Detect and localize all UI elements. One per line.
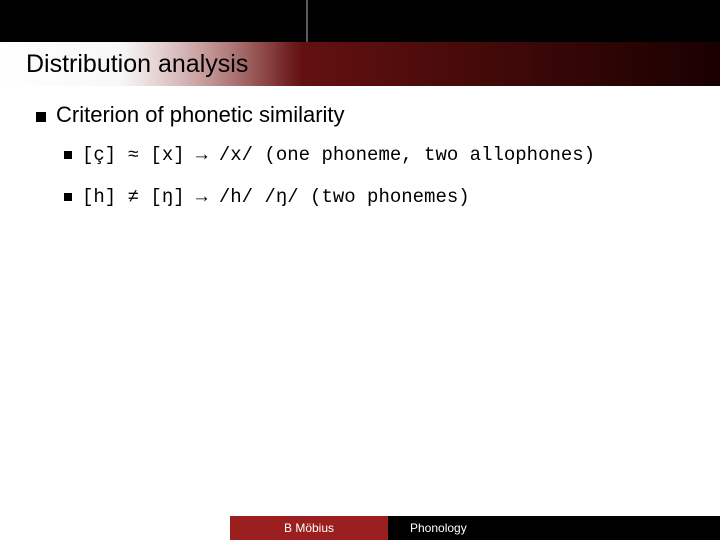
topbar-divider [306, 0, 308, 42]
bullet-level1: Criterion of phonetic similarity [36, 102, 684, 128]
example-allophones: [ç] ≈ [x] → /x/ (one phoneme, two alloph… [82, 142, 595, 166]
slide-title: Distribution analysis [26, 50, 248, 79]
criterion-heading: Criterion of phonetic similarity [56, 102, 345, 128]
phonetic-text: [ç] ≈ [x] → /x/ (one phoneme, two alloph… [82, 144, 595, 166]
slide-content: Criterion of phonetic similarity [ç] ≈ [… [0, 86, 720, 208]
square-bullet-icon [64, 193, 72, 201]
footer-author: B Möbius [230, 516, 388, 540]
example-phonemes: [h] ≠ [ŋ] → /h/ /ŋ/ (two phonemes) [82, 184, 470, 208]
slide-title-bar: Distribution analysis [0, 42, 720, 86]
slide-footer: B Möbius Phonology [0, 516, 720, 540]
phonetic-text: [h] ≠ [ŋ] → /h/ /ŋ/ (two phonemes) [82, 186, 470, 208]
square-bullet-icon [64, 151, 72, 159]
square-bullet-icon [36, 112, 46, 122]
bullet-level2: [h] ≠ [ŋ] → /h/ /ŋ/ (two phonemes) [64, 184, 684, 208]
footer-spacer [0, 516, 230, 540]
footer-topic: Phonology [388, 516, 720, 540]
bullet-level2: [ç] ≈ [x] → /x/ (one phoneme, two alloph… [64, 142, 684, 166]
top-bar [0, 0, 720, 42]
